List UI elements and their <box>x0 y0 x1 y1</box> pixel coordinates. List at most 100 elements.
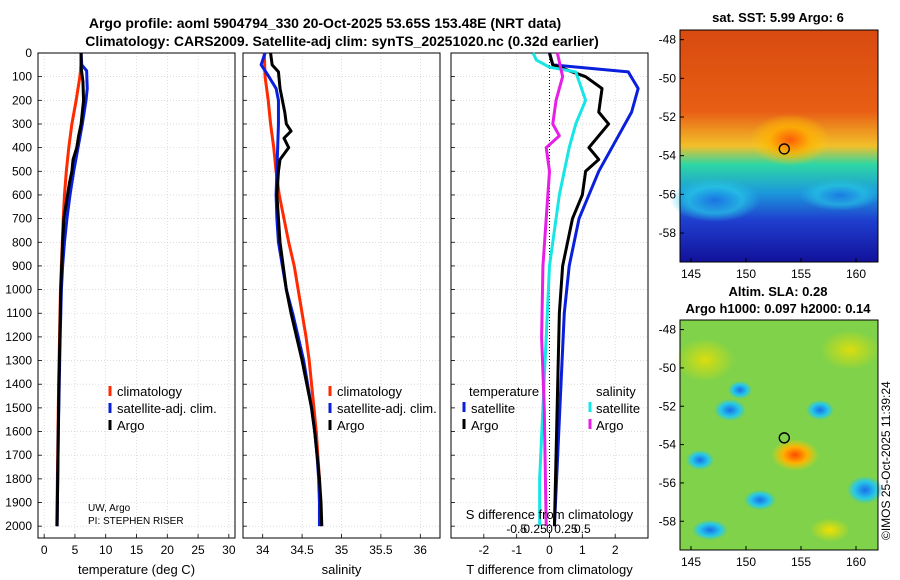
series-temperature-satellite <box>548 52 640 527</box>
depth-tick-label: 1000 <box>5 283 32 297</box>
depth-tick-label: 500 <box>12 164 32 178</box>
x-tick-label: 2 <box>612 543 619 557</box>
series-argo <box>55 53 86 527</box>
map-y-tick-label: -54 <box>659 149 677 163</box>
sla-eddy <box>714 399 746 421</box>
x-tick-label: 10 <box>99 543 113 557</box>
legend-label: Argo <box>337 418 364 433</box>
map-y-tick-label: -58 <box>659 514 677 528</box>
x-tick-label: 34 <box>256 543 270 557</box>
s-tick-label: 0 <box>546 522 553 536</box>
x-tick-label: 20 <box>161 543 175 557</box>
depth-tick-label: 200 <box>12 93 32 107</box>
sst-map: sat. SST: 5.99 Argo: 6 145 150 155 160 -48 -5… <box>659 10 880 281</box>
x-tick-label: 15 <box>130 543 144 557</box>
sst-argo-marker <box>778 143 790 155</box>
series-argo <box>269 52 324 527</box>
depth-tick-label: 1600 <box>5 425 32 439</box>
map-y-tick-label: -56 <box>659 476 677 490</box>
series-salinity-argo <box>540 52 565 527</box>
x-tick-label: 35 <box>335 543 349 557</box>
legend-label: satellite-adj. clim. <box>117 401 217 416</box>
sla-eddy <box>728 381 752 399</box>
s-tick-label: 0.5 <box>574 522 591 536</box>
depth-tick-label: 100 <box>12 70 32 84</box>
sla-eddy <box>810 518 850 542</box>
legend-title-salinity: salinity <box>596 384 636 399</box>
depth-tick-label: 1500 <box>5 401 32 415</box>
map-x-tick-label: 150 <box>736 555 756 569</box>
depth-tick-label: 300 <box>12 117 32 131</box>
legend-label: climatology <box>117 384 183 399</box>
sla-eddy <box>771 439 819 471</box>
sla-argo-marker <box>778 432 790 444</box>
legend-label: climatology <box>337 384 403 399</box>
sla-eddy <box>820 330 880 370</box>
depth-tick-label: 400 <box>12 141 32 155</box>
depth-tick-label: 1400 <box>5 377 32 391</box>
sla-map-eddies <box>675 330 883 542</box>
depth-tick-label: 1300 <box>5 354 32 368</box>
legend-label: Argo <box>596 418 623 433</box>
sla-eddy <box>744 490 776 510</box>
depth-tick-label: 1900 <box>5 496 32 510</box>
map-y-tick-label: -58 <box>659 226 677 240</box>
legend-label: satellite-adj. clim. <box>337 401 437 416</box>
map-y-tick-label: -50 <box>659 361 677 375</box>
difference-panel: -2 -1 0 1 2 T difference from climatology temp… <box>450 52 649 577</box>
sla-eddy <box>675 338 735 382</box>
sla-eddy <box>692 520 728 540</box>
temperature-xlabel: temperature (deg C) <box>78 562 195 577</box>
map-x-tick-label: 145 <box>681 555 701 569</box>
legend-label: satellite <box>471 401 515 416</box>
sla-map: Altim. SLA: 0.28 Argo h1000: 0.097 h2000… <box>659 284 883 569</box>
legend-label: Argo <box>117 418 144 433</box>
s-tick-label: -0.5 <box>506 522 527 536</box>
depth-tick-label: 1700 <box>5 448 32 462</box>
sla-eddy <box>847 476 883 504</box>
map-y-tick-label: -54 <box>659 438 677 452</box>
map-y-tick-label: -52 <box>659 110 677 124</box>
depth-tick-label: 800 <box>12 235 32 249</box>
difference-s-xlabel: S difference from climatology <box>466 507 634 522</box>
figure-title-line2: Climatology: CARS2009. Satellite-adj cli… <box>85 33 599 49</box>
map-x-tick-label: 160 <box>846 267 866 281</box>
x-tick-label: 25 <box>191 543 205 557</box>
map-x-tick-label: 160 <box>846 555 866 569</box>
figure-title-line1: Argo profile: aoml 5904794_330 20-Oct-20… <box>89 15 561 31</box>
sla-map-title-line1: Altim. SLA: 0.28 <box>729 284 828 299</box>
series-temperature-argo <box>548 52 611 527</box>
s-tick-label: -0.25 <box>519 522 547 536</box>
map-y-tick-label: -56 <box>659 187 677 201</box>
map-y-tick-label: -48 <box>659 323 677 337</box>
depth-tick-label: 900 <box>12 259 32 273</box>
sst-warm-tongue <box>750 114 830 166</box>
difference-xlabel: T difference from climatology <box>466 562 633 577</box>
map-y-tick-label: -50 <box>659 71 677 85</box>
pi-annotation: PI: STEPHEN RISER <box>88 516 184 527</box>
sst-cool-patch-2 <box>800 179 880 211</box>
x-tick-label: 5 <box>72 543 79 557</box>
axes-frame <box>37 52 236 539</box>
salinity-panel: 34 34.5 35 35.5 36 salinity climatology satelli… <box>242 52 441 577</box>
sst-cool-patch <box>670 178 760 222</box>
axes-frame <box>242 52 441 539</box>
imos-watermark: ©IMOS 25-Oct-2025 11:39:24 <box>879 381 893 540</box>
x-tick-label: 1 <box>579 543 586 557</box>
map-y-tick-label: -52 <box>659 399 677 413</box>
legend-label: Argo <box>471 418 498 433</box>
depth-tick-label: 600 <box>12 188 32 202</box>
map-x-tick-label: 155 <box>791 267 811 281</box>
x-tick-label: -2 <box>478 543 489 557</box>
s-tick-label: 0.25 <box>554 522 578 536</box>
temperature-panel: 0100200300400500600700800900100011001200… <box>5 46 236 577</box>
salinity-xlabel: salinity <box>322 562 362 577</box>
x-tick-label: 36 <box>414 543 428 557</box>
depth-tick-label: 1200 <box>5 330 32 344</box>
map-x-tick-label: 145 <box>681 267 701 281</box>
x-tick-label: -1 <box>511 543 522 557</box>
sla-eddy <box>686 450 714 470</box>
depth-tick-label: 1100 <box>6 306 32 320</box>
x-tick-label: 35.5 <box>369 543 393 557</box>
